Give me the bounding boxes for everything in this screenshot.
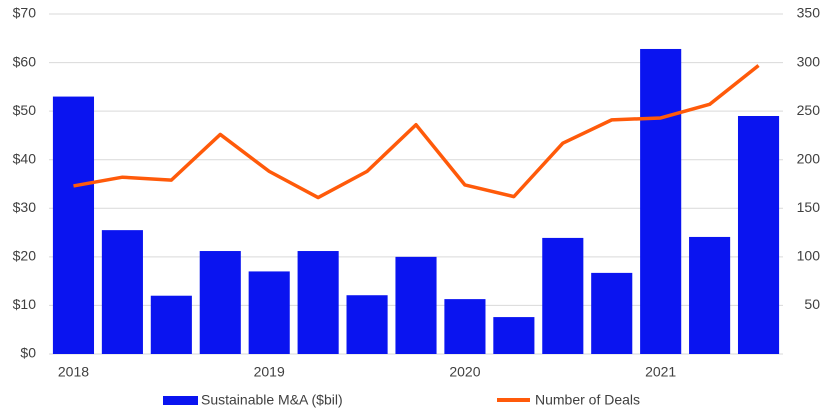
bar [444, 299, 486, 354]
x-tick-label: 2020 [449, 364, 480, 380]
bar [591, 272, 633, 354]
x-tick-label: 2021 [645, 364, 676, 380]
bar [542, 237, 584, 354]
bar [248, 271, 290, 354]
y2-tick-label: 200 [797, 150, 821, 166]
y-tick-label: $10 [13, 296, 37, 312]
bar [52, 96, 95, 355]
bar [640, 48, 682, 354]
x-tick-label: 2019 [254, 364, 285, 380]
bar [493, 317, 535, 354]
bar [737, 116, 780, 354]
y-tick-label: $20 [13, 248, 37, 264]
y2-tick-label: 150 [797, 199, 821, 215]
line [73, 64, 760, 200]
legend-label: Number of Deals [535, 392, 640, 408]
legend-label: Sustainable M&A ($bil) [201, 392, 343, 408]
y2-tick-label: 300 [797, 53, 821, 69]
bar [150, 295, 192, 354]
bar [199, 251, 241, 354]
bar [101, 230, 143, 354]
y2-tick-label: 100 [797, 248, 821, 264]
y2-tick-label: 50 [804, 296, 820, 312]
y-tick-label: $30 [13, 199, 37, 215]
y-tick-label: $70 [13, 5, 37, 21]
y-tick-label: $50 [13, 102, 37, 118]
y-tick-label: $40 [13, 150, 37, 166]
y2-tick-label: 350 [797, 5, 821, 21]
x-tick-label: 2018 [58, 364, 89, 380]
bar [297, 251, 339, 354]
y-tick-label: $0 [20, 345, 36, 361]
bar [395, 256, 437, 354]
bar [346, 295, 388, 354]
y-tick-label: $60 [13, 53, 37, 69]
y2-tick-label: 250 [797, 102, 821, 118]
legend-swatch [163, 396, 198, 405]
bar [689, 236, 731, 354]
